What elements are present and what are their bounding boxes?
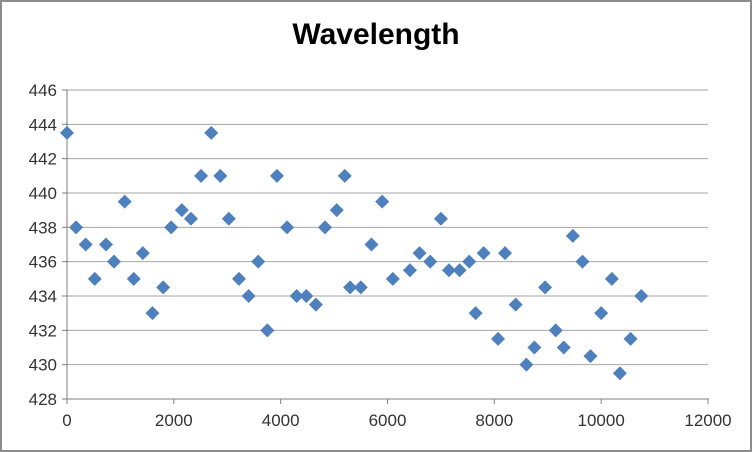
data-point-marker xyxy=(433,211,448,226)
data-point-marker xyxy=(385,271,400,286)
x-tick-label: 2000 xyxy=(155,411,193,430)
data-point-marker xyxy=(318,220,333,235)
data-point-marker xyxy=(221,211,236,226)
data-point-marker xyxy=(491,331,506,346)
data-point-marker xyxy=(232,271,247,286)
data-point-marker xyxy=(78,237,93,252)
data-point-marker xyxy=(241,289,256,303)
data-point-marker xyxy=(280,220,295,235)
data-point-marker xyxy=(260,323,275,338)
data-point-marker xyxy=(183,211,198,226)
data-point-marker xyxy=(527,340,542,355)
data-point-marker xyxy=(204,125,219,140)
y-tick-label: 446 xyxy=(29,81,57,100)
data-point-marker xyxy=(634,289,649,303)
x-tick-label: 10000 xyxy=(578,411,625,430)
data-point-marker xyxy=(69,220,84,235)
data-point-marker xyxy=(423,254,438,269)
data-point-marker xyxy=(194,168,209,183)
data-point-marker xyxy=(462,254,477,269)
data-point-marker xyxy=(519,357,534,372)
x-tick-label: 0 xyxy=(62,411,71,430)
data-point-marker xyxy=(251,254,266,269)
data-point-marker xyxy=(565,228,580,243)
y-tick-label: 432 xyxy=(29,321,57,340)
data-point-marker xyxy=(299,289,314,303)
y-tick-label: 442 xyxy=(29,150,57,169)
data-point-marker xyxy=(269,168,284,183)
data-point-marker xyxy=(375,194,390,209)
data-point-marker xyxy=(164,220,179,235)
data-point-marker xyxy=(60,125,74,140)
data-point-marker xyxy=(538,280,553,295)
data-point-marker xyxy=(623,331,638,346)
data-point-marker xyxy=(117,194,132,209)
x-tick-label: 4000 xyxy=(262,411,300,430)
data-point-marker xyxy=(329,203,344,218)
data-point-marker xyxy=(98,237,113,252)
data-point-marker xyxy=(402,263,417,278)
y-tick-label: 436 xyxy=(29,253,57,272)
y-tick-label: 428 xyxy=(29,390,57,409)
x-tick-label: 8000 xyxy=(475,411,513,430)
data-point-marker xyxy=(135,246,150,261)
data-point-marker xyxy=(604,271,619,286)
data-point-marker xyxy=(441,263,456,278)
data-point-marker xyxy=(308,297,323,312)
chart-title: Wavelength xyxy=(292,18,460,51)
data-point-marker xyxy=(353,280,368,295)
data-point-marker xyxy=(126,271,141,286)
data-point-marker xyxy=(174,203,189,218)
y-tick-label: 438 xyxy=(29,218,57,237)
data-point-marker xyxy=(364,237,379,252)
y-tick-label: 444 xyxy=(29,115,57,134)
data-point-marker xyxy=(612,366,627,381)
data-point-marker xyxy=(575,254,590,269)
y-tick-label: 430 xyxy=(29,356,57,375)
data-point-marker xyxy=(556,340,571,355)
data-point-marker xyxy=(145,306,160,321)
data-point-marker xyxy=(452,263,467,278)
data-point-marker xyxy=(498,246,513,261)
data-point-marker xyxy=(213,168,228,183)
data-point-marker xyxy=(289,289,304,303)
data-point-marker xyxy=(594,306,609,321)
data-point-marker xyxy=(412,246,427,261)
data-point-marker xyxy=(468,306,483,321)
data-point-marker xyxy=(343,280,358,295)
data-point-marker xyxy=(156,280,171,295)
data-point-marker xyxy=(107,254,122,269)
data-point-marker xyxy=(583,349,598,364)
y-tick-label: 440 xyxy=(29,184,57,203)
data-point-marker xyxy=(508,297,523,312)
data-point-marker xyxy=(548,323,563,338)
data-point-marker xyxy=(476,246,491,261)
x-tick-label: 6000 xyxy=(369,411,407,430)
y-tick-label: 434 xyxy=(29,287,57,306)
data-point-marker xyxy=(337,168,352,183)
data-point-marker xyxy=(87,271,102,286)
x-tick-label: 12000 xyxy=(684,411,731,430)
